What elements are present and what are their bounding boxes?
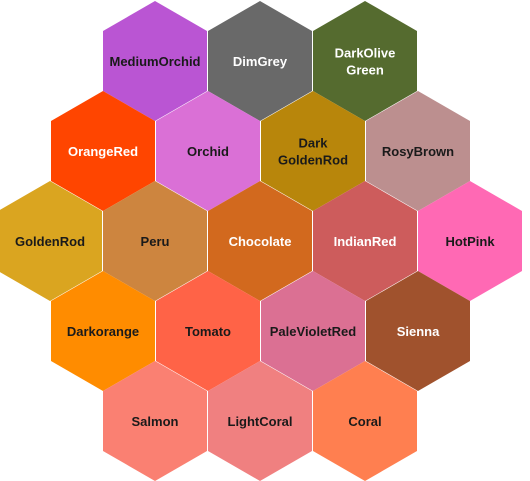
hex-swatch[interactable] <box>208 361 312 481</box>
hex-swatch[interactable] <box>261 271 365 391</box>
hex-swatch[interactable] <box>103 361 207 481</box>
hex-swatch[interactable] <box>313 361 417 481</box>
hex-swatch[interactable] <box>51 91 155 211</box>
hex-swatch[interactable] <box>103 181 207 301</box>
hex-swatch[interactable] <box>156 91 260 211</box>
hex-swatch[interactable] <box>313 181 417 301</box>
hex-swatch[interactable] <box>103 1 207 121</box>
hex-swatch[interactable] <box>0 181 102 301</box>
hex-swatch[interactable] <box>313 1 417 121</box>
hex-swatch[interactable] <box>208 181 312 301</box>
hex-swatch[interactable] <box>156 271 260 391</box>
hex-swatch[interactable] <box>51 271 155 391</box>
hex-swatch[interactable] <box>418 181 522 301</box>
hex-swatch[interactable] <box>366 91 470 211</box>
hex-swatch[interactable] <box>208 1 312 121</box>
hex-swatch[interactable] <box>366 271 470 391</box>
hex-swatch[interactable] <box>261 91 365 211</box>
